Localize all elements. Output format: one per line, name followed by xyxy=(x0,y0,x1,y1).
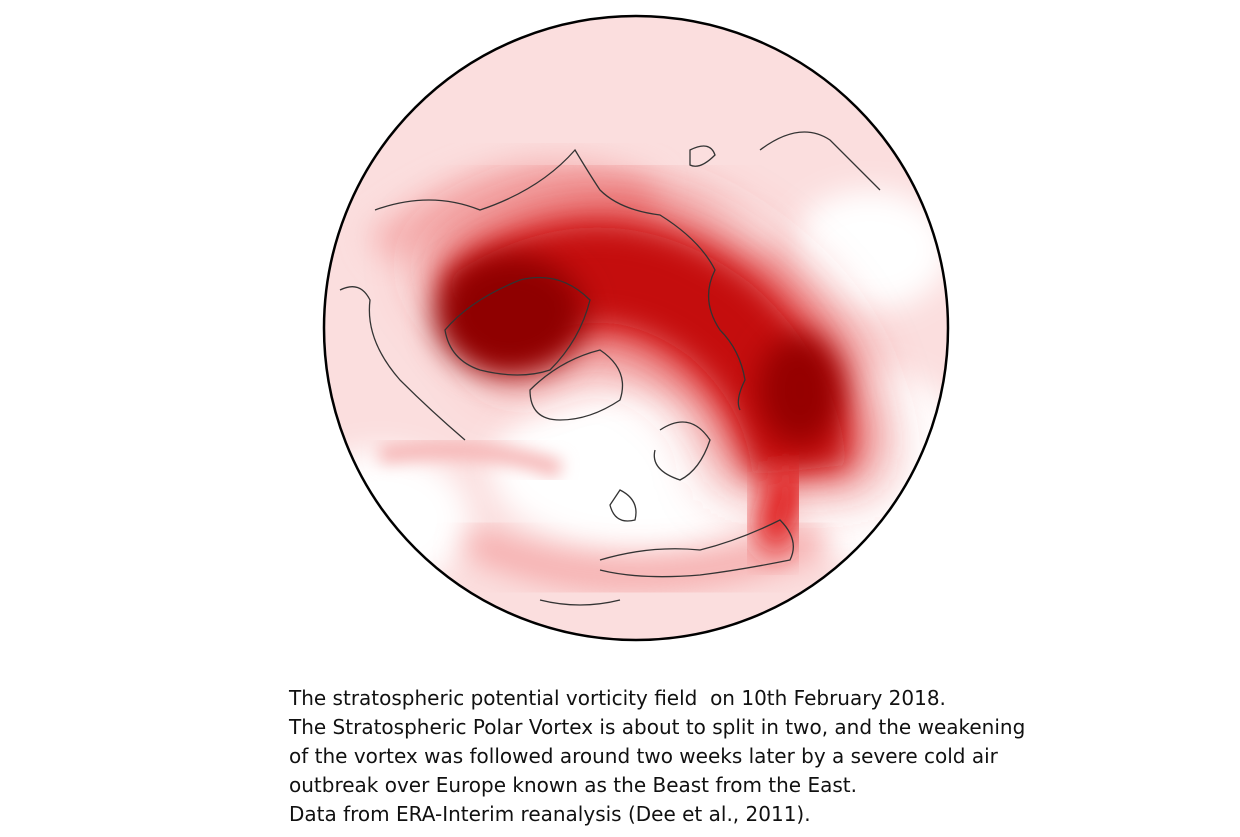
vorticity-field xyxy=(324,16,948,640)
coastlines xyxy=(339,131,881,606)
polar-map xyxy=(322,14,950,642)
caption-line: Data from ERA-Interim reanalysis (Dee et… xyxy=(289,802,811,826)
globe-outline xyxy=(322,14,950,642)
caption-line: The stratospheric potential vorticity fi… xyxy=(289,686,946,710)
caption-line: outbreak over Europe known as the Beast … xyxy=(289,773,857,797)
caption-line: of the vortex was followed around two we… xyxy=(289,744,998,768)
caption: The stratospheric potential vorticity fi… xyxy=(289,684,1025,829)
caption-line: The Stratospheric Polar Vortex is about … xyxy=(289,715,1026,739)
